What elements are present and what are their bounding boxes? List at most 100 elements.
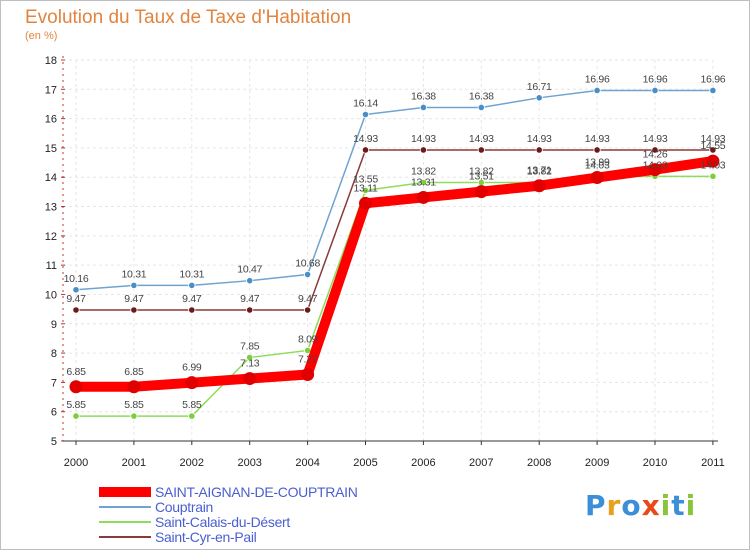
y-tick-label: 7 [51,377,57,389]
data-label: 14.03 [701,159,726,171]
data-point [185,376,199,390]
data-label: 14.03 [643,159,668,171]
data-label: 7.27 [298,353,318,365]
data-point [709,86,717,95]
series-line-3 [75,149,714,311]
data-point [361,186,370,195]
data-point [130,412,138,420]
x-tick-label: 2004 [295,457,319,469]
x-tick-label: 2005 [353,457,377,469]
data-point [709,172,717,180]
data-point [474,185,488,199]
x-tick-label: 2009 [585,457,609,469]
brand-letter: o [621,489,642,522]
legend-label: Couptrain [155,499,214,515]
data-point [69,380,83,394]
brand-letter: t [671,489,686,522]
data-point [359,196,372,210]
data-point [419,146,427,154]
data-point [303,306,312,314]
data-label: 13.11 [354,182,378,194]
chart-subtitle: (en %) [25,30,58,42]
y-tick-label: 15 [45,143,57,155]
data-label: 13.31 [411,176,436,188]
x-tick-label: 2006 [411,457,435,469]
data-label: 14.55 [701,140,726,152]
data-point [651,146,659,154]
data-point [301,367,315,381]
data-point [593,86,601,95]
data-label: 7.85 [240,340,260,352]
data-point [72,412,80,420]
data-label: 16.71 [527,81,552,93]
legend-label: Saint-Calais-du-Désert [155,514,291,530]
axes: 5 6 7 8 9 10 11 12 13 14 15 16 17 18 2000 2001 2002 2003 2… [45,55,725,469]
x-tick-label: 2008 [527,457,551,469]
y-tick-label: 5 [51,436,57,448]
y-tick-label: 10 [45,289,57,301]
data-point [246,353,254,362]
data-point [535,146,543,154]
y-tick-label: 6 [51,407,57,419]
y-tick-label: 11 [46,260,57,272]
data-label: 10.68 [295,258,320,270]
data-label: 9.47 [66,293,86,305]
data-point [303,270,312,279]
data-point [706,154,720,168]
data-label: 13.82 [469,166,494,178]
data-label: 14.93 [469,133,494,145]
y-tick-label: 18 [45,55,57,67]
data-label: 14.03 [585,159,610,171]
legend-swatch [99,506,151,508]
data-point [188,412,196,420]
data-label: 14.93 [353,133,378,145]
x-tick-label: 2011 [701,457,725,469]
y-tick-label: 9 [51,319,57,331]
y-tick-label: 13 [45,202,57,214]
data-label: 14.93 [585,133,610,145]
data-label: 10.31 [122,268,147,280]
data-label: 8.09 [298,333,318,345]
legend-swatch [99,536,151,538]
data-label: 13.51 [469,171,494,183]
data-point [188,306,196,314]
brand-letter: x [641,489,661,522]
brand-letter: i [660,489,672,522]
data-label: 6.99 [182,362,202,374]
x-tick-label: 2000 [64,457,88,469]
y-tick-label: 8 [51,348,57,360]
brand-letter: r [606,489,622,522]
data-point [477,146,485,154]
data-point [532,179,546,193]
data-label: 13.55 [353,173,378,185]
chart-title: Evolution du Taux de Taxe d'Habitation [25,7,352,28]
data-point [593,146,601,154]
legend-swatch [99,487,151,497]
data-label: 16.38 [469,90,494,102]
data-label: 9.47 [124,293,144,305]
data-point [419,103,427,112]
data-point [246,277,254,285]
data-point [709,146,717,154]
data-label: 10.31 [179,268,204,280]
y-tick-label: 16 [45,114,57,126]
data-label: 14.26 [643,149,668,161]
data-point [246,306,254,314]
data-label: 7.13 [240,358,260,370]
data-point [590,171,604,185]
x-tick-label: 2002 [180,457,204,469]
x-tick-label: 2007 [469,457,493,469]
data-point [419,178,427,187]
data-label: 14.93 [527,133,552,145]
legend-label: Saint-Cyr-en-Pail [155,529,257,545]
series-lines [69,86,720,420]
x-tick-label: 2010 [643,457,667,469]
brand-letter: P [585,489,607,522]
data-label: 16.38 [411,90,436,102]
brand-logo: Proxiti [585,489,696,522]
data-label: 13.71 [527,165,552,177]
data-label: 9.47 [298,293,318,305]
data-label: 9.47 [240,293,260,305]
data-label: 9.47 [182,293,202,305]
